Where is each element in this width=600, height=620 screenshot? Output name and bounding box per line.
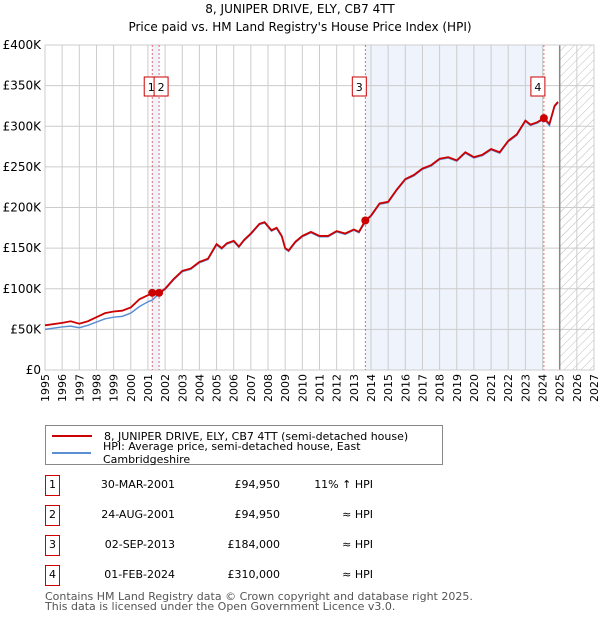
- sale-label-box: 3: [351, 76, 367, 97]
- x-tick-label: 1998: [90, 374, 103, 402]
- x-tick-label: 1996: [56, 374, 69, 402]
- y-tick-label: £300K: [3, 119, 43, 133]
- x-tick-label: 2021: [485, 374, 498, 402]
- x-tick-label: 2017: [416, 374, 429, 402]
- sale-label-text: 2: [158, 81, 165, 94]
- transaction-price: £94,950: [234, 508, 281, 521]
- x-tick-label: 2000: [125, 374, 138, 402]
- transaction-price: £184,000: [227, 538, 281, 551]
- x-tick-label: 1999: [108, 374, 121, 402]
- sale-point: [155, 288, 164, 297]
- x-tick-label: 2018: [434, 374, 447, 402]
- chart-subtitle: Price paid vs. HM Land Registry's House …: [128, 20, 472, 34]
- x-tick-label: 2008: [262, 374, 275, 402]
- transaction-row: 2 24-AUG-2001 £94,950 ≈ HPI: [45, 505, 445, 527]
- transaction-marker: 2: [45, 505, 60, 526]
- chart-title: 8, JUNIPER DRIVE, ELY, CB7 4TT: [205, 2, 395, 16]
- x-tick-label: 2012: [331, 374, 344, 402]
- transaction-marker: 1: [45, 475, 60, 496]
- footer-licence: This data is licensed under the Open Gov…: [45, 600, 396, 613]
- y-tick-label: £50K: [10, 322, 42, 336]
- transaction-date: 01-FEB-2024: [104, 568, 175, 581]
- sale-label-box: 2: [153, 76, 169, 97]
- transaction-date: 02-SEP-2013: [104, 538, 175, 551]
- x-tick-label: 1997: [73, 374, 86, 402]
- sale-label-text: 4: [534, 81, 541, 94]
- price-chart: £0 £50K £100K £150K £200K £250K £300K £350K £400…: [3, 38, 600, 402]
- sale-label-border: [530, 76, 546, 97]
- transaction-hpi-relation: ≈ HPI: [342, 538, 373, 551]
- sale-label-border: [153, 76, 169, 97]
- transaction-hpi-relation: ≈ HPI: [342, 508, 373, 521]
- x-tick-label: 2011: [314, 374, 327, 402]
- x-tick-label: 2023: [519, 374, 532, 402]
- transaction-date: 24-AUG-2001: [101, 508, 175, 521]
- y-tick-label: £200K: [3, 201, 43, 215]
- sale-label-text: 3: [356, 81, 363, 94]
- sale-label-text: 1: [148, 81, 155, 94]
- y-tick-label: £0: [26, 363, 41, 377]
- transaction-row: 1 30-MAR-2001 £94,950 11% ↑ HPI: [45, 475, 445, 497]
- transaction-hpi-relation: ≈ HPI: [342, 568, 373, 581]
- x-tick-label: 2015: [382, 374, 395, 402]
- y-tick-label: £350K: [3, 79, 43, 93]
- x-tick-label: 2027: [588, 374, 600, 402]
- x-tick-label: 1995: [39, 374, 52, 402]
- legend-property-swatch: [52, 435, 92, 437]
- x-tick-label: 2007: [245, 374, 258, 402]
- y-tick-label: £150K: [3, 241, 43, 255]
- transaction-price: £310,000: [227, 568, 281, 581]
- y-tick-label: £100K: [3, 282, 43, 296]
- legend: 8, JUNIPER DRIVE, ELY, CB7 4TT (semi-det…: [45, 425, 443, 466]
- x-tick-label: 2001: [142, 374, 155, 402]
- sale-label-box: 4: [530, 76, 546, 97]
- x-tick-label: 2010: [296, 374, 309, 402]
- plot-border: [44, 44, 595, 371]
- transaction-marker: 3: [45, 535, 60, 556]
- x-tick-label: 2002: [159, 374, 172, 402]
- x-tick-label: 2014: [365, 374, 378, 402]
- x-tick-label: 2026: [571, 374, 584, 402]
- transaction-date: 30-MAR-2001: [100, 478, 175, 491]
- x-tick-label: 2009: [279, 374, 292, 402]
- x-tick-label: 2005: [211, 374, 224, 402]
- transaction-hpi-relation: 11% ↑ HPI: [314, 478, 373, 491]
- y-tick-label: £250K: [3, 160, 43, 174]
- sale-point: [361, 216, 370, 225]
- transaction-price: £94,950: [234, 478, 281, 491]
- transaction-marker: 4: [45, 565, 60, 586]
- transaction-row: 4 01-FEB-2024 £310,000 ≈ HPI: [45, 565, 445, 587]
- x-tick-label: 2003: [176, 374, 189, 402]
- x-tick-label: 2025: [554, 374, 567, 402]
- x-tick-label: 2016: [399, 374, 412, 402]
- x-tick-label: 2006: [228, 374, 241, 402]
- x-tick-label: 2004: [193, 374, 206, 402]
- sale-point: [148, 288, 157, 297]
- sale-point: [539, 114, 548, 123]
- legend-property-label: 8, JUNIPER DRIVE, ELY, CB7 4TT (semi-det…: [104, 429, 409, 443]
- footer-copyright: Contains HM Land Registry data © Crown c…: [45, 590, 473, 603]
- x-tick-label: 2024: [537, 374, 550, 402]
- x-tick-label: 2020: [468, 374, 481, 402]
- transaction-row: 3 02-SEP-2013 £184,000 ≈ HPI: [45, 535, 445, 557]
- legend-hpi-label: HPI: Average price, semi-detached house,…: [102, 440, 361, 466]
- x-tick-label: 2022: [502, 374, 515, 402]
- x-tick-label: 2013: [348, 374, 361, 402]
- x-tick-label: 2019: [451, 374, 464, 402]
- sale-label-border: [351, 76, 367, 97]
- legend-hpi-swatch: [52, 452, 91, 454]
- y-tick-label: £400K: [3, 38, 43, 52]
